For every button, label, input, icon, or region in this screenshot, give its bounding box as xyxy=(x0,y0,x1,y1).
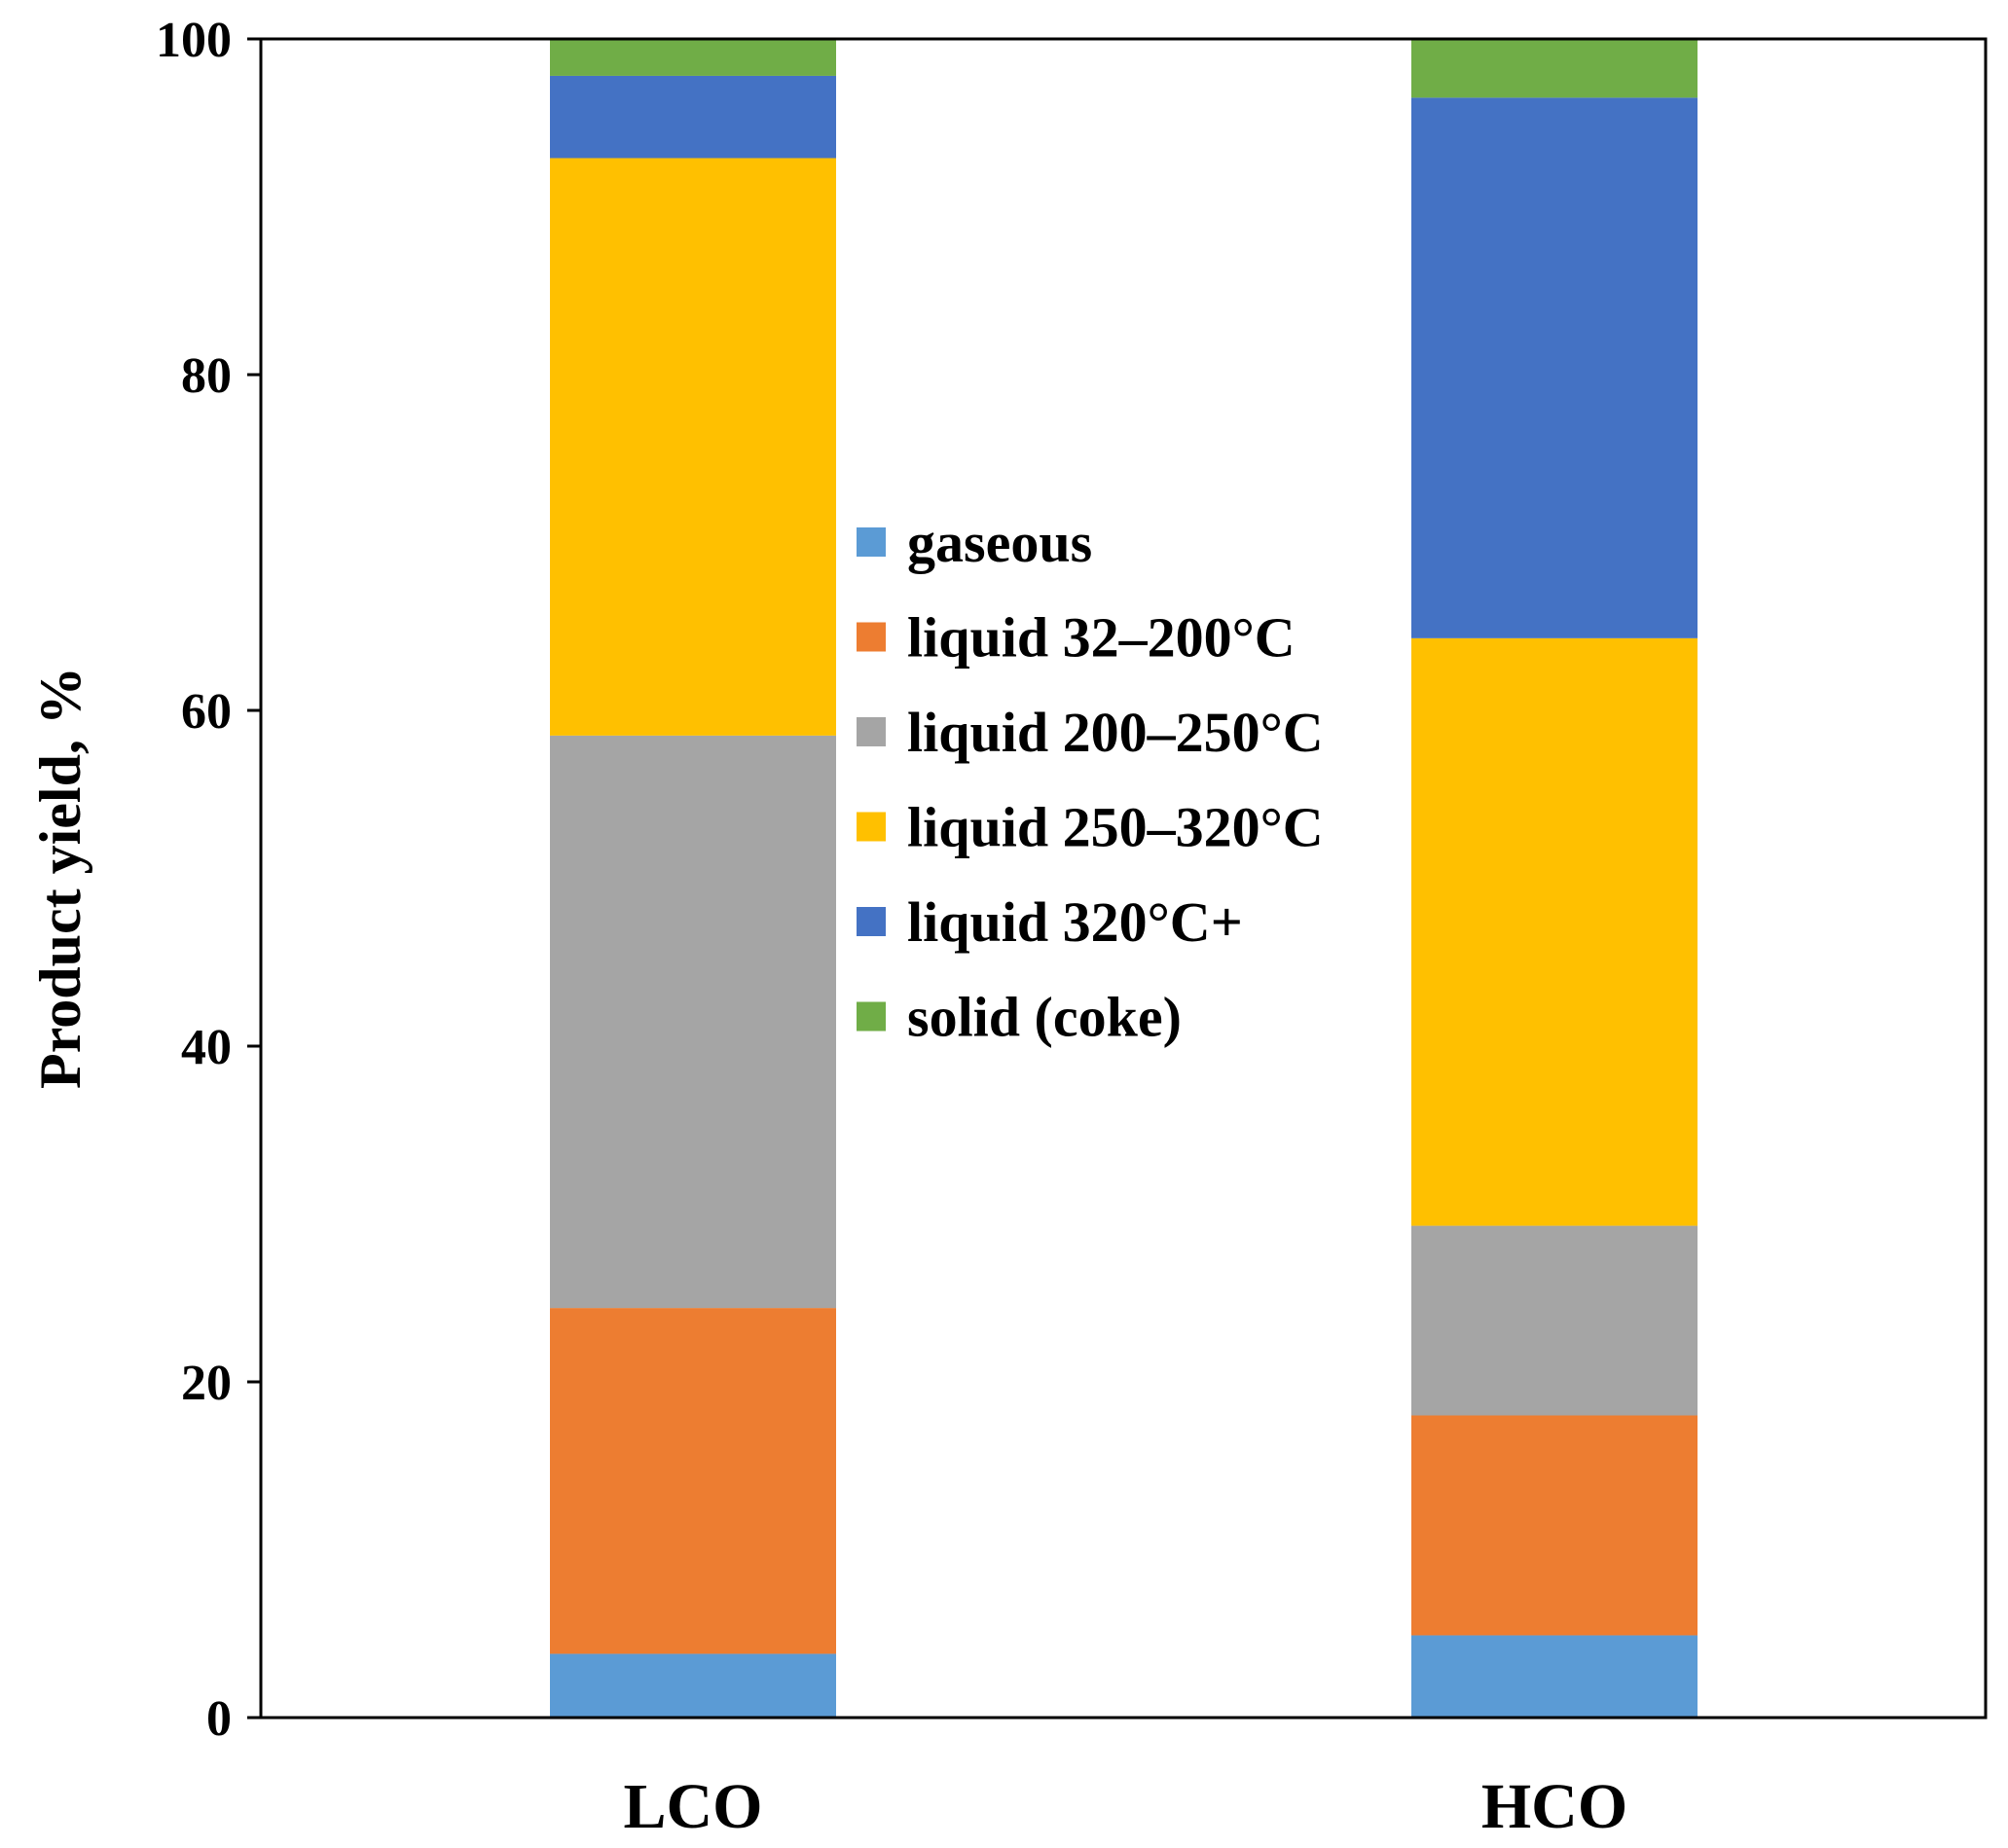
legend: gaseous liquid 32–200°C liquid 200–250°C li… xyxy=(857,511,1324,1049)
legend-label: solid (coke) xyxy=(907,986,1182,1049)
y-axis-title: Product yield, % xyxy=(28,667,92,1089)
bar-segment-lco-1 xyxy=(550,1308,836,1654)
bar-segment-hco-4 xyxy=(1411,97,1698,638)
legend-swatch xyxy=(857,1001,886,1032)
y-axis: 0 20 40 60 80 100 xyxy=(156,13,261,1747)
bar-segment-lco-2 xyxy=(550,735,836,1309)
y-tick-label: 100 xyxy=(156,13,232,68)
bar-segment-lco-0 xyxy=(550,1653,836,1718)
bar-segment-hco-5 xyxy=(1411,39,1698,98)
bars-layer xyxy=(550,39,1698,1718)
y-tick-label: 0 xyxy=(206,1691,232,1747)
legend-swatch xyxy=(857,717,886,746)
legend-label: liquid 320°C+ xyxy=(907,890,1243,954)
bar-segment-hco-0 xyxy=(1411,1635,1698,1718)
legend-label: gaseous xyxy=(907,511,1092,574)
legend-swatch xyxy=(857,527,886,557)
y-tick-label: 40 xyxy=(181,1020,232,1075)
legend-swatch xyxy=(857,812,886,842)
bar-segment-hco-1 xyxy=(1411,1415,1698,1636)
legend-swatch xyxy=(857,907,886,936)
legend-label: liquid 32–200°C xyxy=(907,606,1296,670)
plot-area-frame xyxy=(259,37,1988,1720)
legend-swatch xyxy=(857,622,886,652)
legend-label: liquid 250–320°C xyxy=(907,796,1324,859)
bar-segment-lco-5 xyxy=(550,39,836,76)
legend-label: liquid 200–250°C xyxy=(907,701,1324,764)
x-axis: LCO HCO xyxy=(623,1771,1627,1842)
y-tick-label: 60 xyxy=(181,684,232,740)
y-tick-label: 20 xyxy=(181,1356,232,1411)
bar-segment-lco-3 xyxy=(550,158,836,736)
bar-segment-hco-2 xyxy=(1411,1225,1698,1416)
bar-segment-hco-3 xyxy=(1411,637,1698,1226)
x-category-label: HCO xyxy=(1481,1771,1627,1842)
y-tick-label: 80 xyxy=(181,348,232,404)
bar-segment-lco-4 xyxy=(550,75,836,159)
x-category-label: LCO xyxy=(623,1771,762,1842)
